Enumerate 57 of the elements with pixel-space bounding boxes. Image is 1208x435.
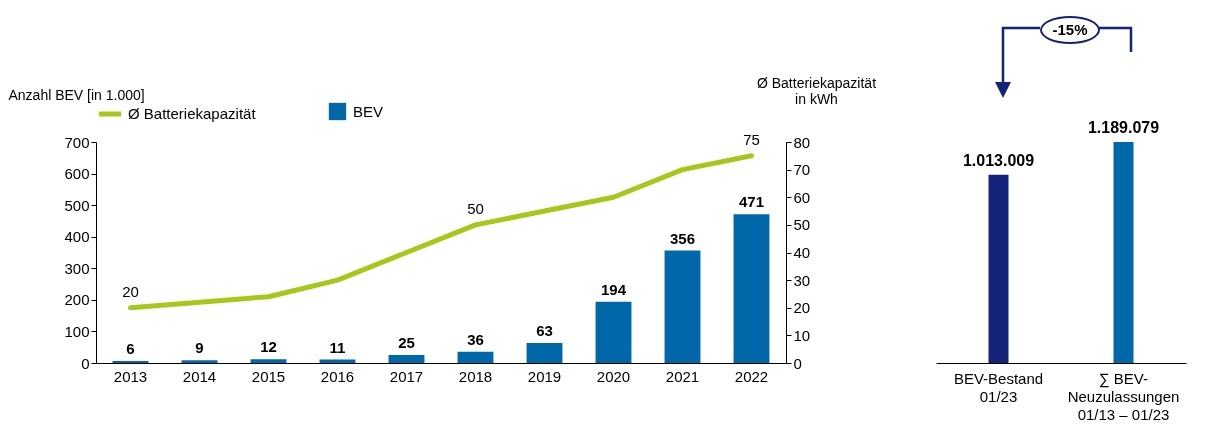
x-tick-label: BEV-Bestand 01/23 <box>953 369 1044 405</box>
text: -15% <box>1040 16 1100 44</box>
data-label: 471 <box>738 193 765 211</box>
x-tick-label: 2014 <box>182 367 217 385</box>
x-tick-label: 2013 <box>113 367 148 385</box>
data-label: 9 <box>195 339 204 357</box>
x-tick-label: 2018 <box>458 367 493 385</box>
legend-label: Ø Batteriekapazität <box>128 105 257 122</box>
y2-tick-label: 30 <box>793 271 811 289</box>
data-label: 356 <box>669 229 696 247</box>
data-label: 75 <box>743 130 760 148</box>
y-tick-label: 600 <box>64 165 90 183</box>
bar <box>733 214 770 363</box>
y2-tick-label: 50 <box>793 216 811 234</box>
x-tick-label: 2019 <box>527 367 562 385</box>
bar <box>595 301 632 363</box>
data-label: 25 <box>398 334 415 352</box>
y-tick-label: 300 <box>64 259 90 277</box>
data-label: 1.189.079 <box>1087 119 1160 136</box>
y-tick-label: 200 <box>64 291 90 309</box>
y2-tick-label: 60 <box>793 188 811 206</box>
bar <box>181 360 218 363</box>
y-axis-title: Anzahl BEV [in 1.000] <box>8 86 145 103</box>
x-tick-label: 2022 <box>734 367 769 385</box>
y-tick-label: 500 <box>64 196 90 214</box>
y2-axis-title: Ø Batteriekapazität in kWh <box>756 74 877 107</box>
data-label: 50 <box>467 199 484 217</box>
data-label: 1.013.009 <box>962 151 1035 169</box>
data-label: 63 <box>536 322 553 340</box>
x-tick-label: 2020 <box>596 367 631 385</box>
x-tick-label: ∑ BEV- Neuzulassungen 01/13 – 01/23 <box>1067 369 1180 423</box>
y2-tick-label: 80 <box>793 133 811 151</box>
x-tick-label: 2015 <box>251 367 286 385</box>
x-tick-label: 2021 <box>665 367 700 385</box>
legend-label: BEV <box>353 102 384 120</box>
y2-tick-label: 70 <box>793 161 811 179</box>
data-label: 12 <box>260 338 277 356</box>
bar <box>664 250 701 363</box>
y-tick-label: 400 <box>64 228 90 246</box>
y-tick-label: 0 <box>81 354 90 372</box>
y2-tick-label: 10 <box>793 326 811 344</box>
bar <box>250 359 287 363</box>
y-tick-label: 700 <box>64 133 90 151</box>
bar <box>388 355 425 363</box>
data-label: 11 <box>329 338 346 356</box>
bar <box>526 343 563 363</box>
y2-tick-label: 40 <box>793 244 811 261</box>
x-tick-label: 2017 <box>389 367 424 385</box>
y2-tick-label: 20 <box>793 299 811 317</box>
data-label: 36 <box>467 330 484 348</box>
y-tick-label: 100 <box>64 322 90 340</box>
y2-tick-label: 0 <box>793 354 802 372</box>
data-label: 194 <box>600 280 627 298</box>
x-tick-label: 2016 <box>320 367 355 385</box>
data-label: 20 <box>122 282 139 300</box>
data-label: 6 <box>126 340 135 358</box>
bar <box>457 351 494 363</box>
